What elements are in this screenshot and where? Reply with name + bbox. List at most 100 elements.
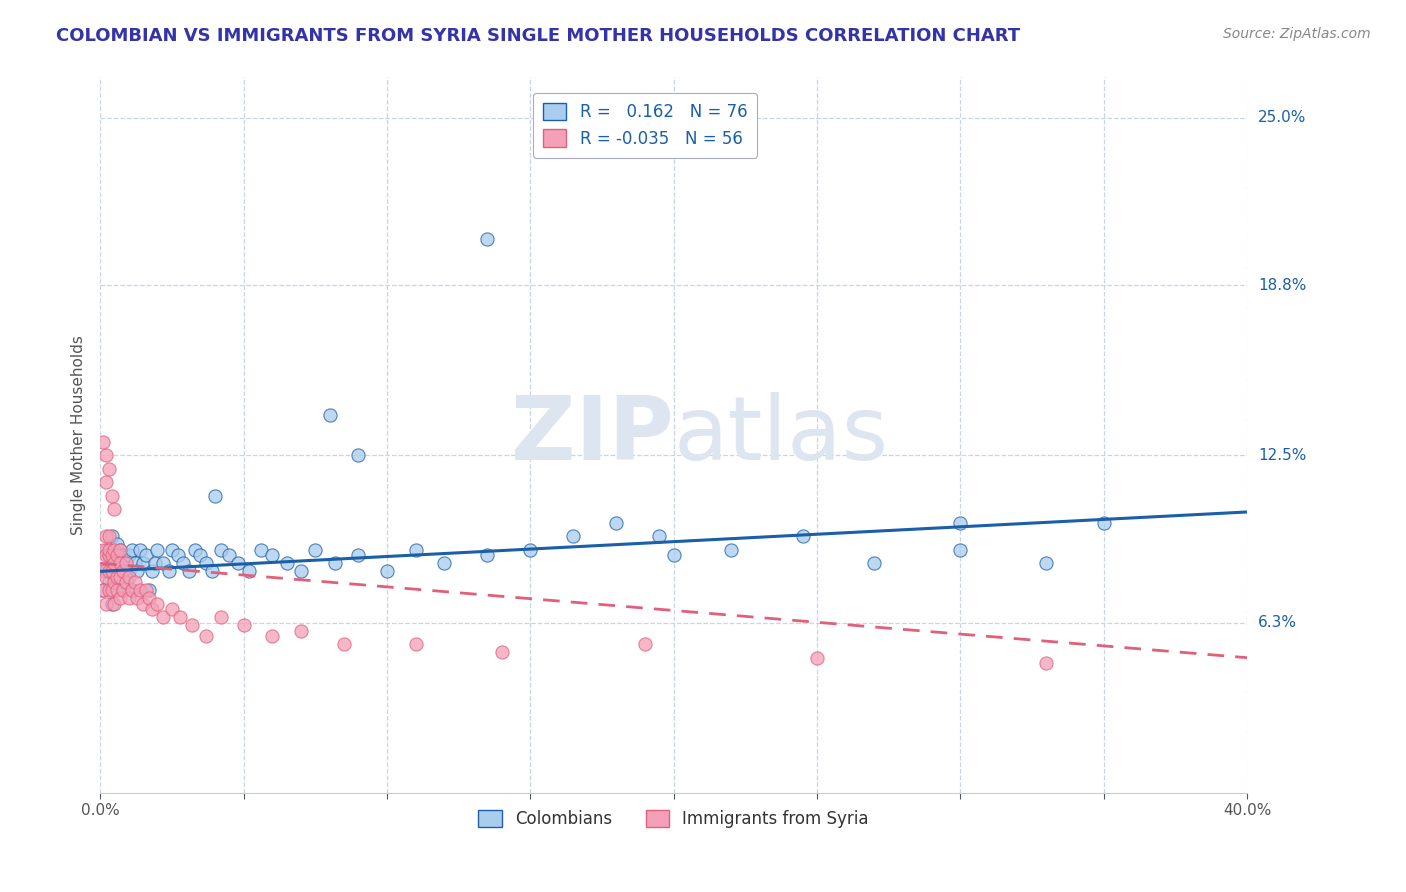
Point [152,556,174,570]
Point [103,597,125,611]
Point [112,565,135,579]
Point [105,548,128,562]
Point [634,637,657,651]
Point [100,556,122,570]
Point [108,548,131,562]
Point [105,575,128,590]
Point [323,556,346,570]
Point [375,565,398,579]
Point [108,570,131,584]
Point [648,529,671,543]
Point [118,591,141,606]
Text: 25.0%: 25.0% [1258,111,1306,126]
Point [124,556,146,570]
Point [190,548,212,562]
Point [201,565,224,579]
Point [115,575,138,590]
Text: atlas: atlas [673,392,889,478]
Point [112,548,135,562]
Point [135,548,157,562]
Point [127,591,149,606]
Point [112,583,135,598]
Point [290,624,312,638]
Point [129,542,152,557]
Point [94,570,117,584]
Point [232,618,254,632]
Point [146,597,169,611]
Point [103,570,125,584]
Point [103,502,125,516]
Point [127,565,149,579]
Text: ZIP: ZIP [510,392,673,478]
Point [108,542,131,557]
Point [105,583,128,598]
Point [103,583,125,598]
Point [132,556,155,570]
Point [160,542,183,557]
Point [97,548,120,562]
Legend: Colombians, Immigrants from Syria: Colombians, Immigrants from Syria [472,803,876,834]
Point [169,610,191,624]
Point [100,597,122,611]
Point [562,529,585,543]
Point [218,548,240,562]
Point [94,475,117,490]
Point [97,529,120,543]
Point [118,548,141,562]
Point [333,637,356,651]
Point [94,529,117,543]
Point [720,542,742,557]
Point [97,565,120,579]
Point [100,583,122,598]
Point [108,591,131,606]
Point [112,583,135,598]
Point [662,548,685,562]
Point [100,565,122,579]
Point [91,583,114,598]
Point [195,556,218,570]
Point [108,556,131,570]
Point [138,591,160,606]
Point [100,548,122,562]
Point [433,556,456,570]
Point [166,548,188,562]
Point [491,645,513,659]
Point [477,548,499,562]
Point [157,565,180,579]
Point [105,556,128,570]
Point [347,448,370,462]
Point [143,556,166,570]
Text: 12.5%: 12.5% [1258,448,1306,463]
Point [121,583,143,598]
Point [121,542,143,557]
Point [177,565,200,579]
Point [141,565,163,579]
Point [135,583,157,598]
Point [108,570,131,584]
Point [1035,556,1057,570]
Point [209,610,232,624]
Point [806,650,828,665]
Point [141,602,163,616]
Point [103,542,125,557]
Point [226,556,249,570]
Point [863,556,886,570]
Point [792,529,814,543]
Point [121,583,143,598]
Point [405,637,427,651]
Point [118,565,141,579]
Point [160,602,183,616]
Point [91,542,114,557]
Point [180,618,202,632]
Point [94,542,117,557]
Point [1092,516,1115,530]
Point [204,489,226,503]
Point [118,570,141,584]
Point [105,570,128,584]
Point [195,629,218,643]
Point [290,565,312,579]
Point [105,537,128,551]
Point [124,575,146,590]
Point [152,610,174,624]
Point [97,583,120,598]
